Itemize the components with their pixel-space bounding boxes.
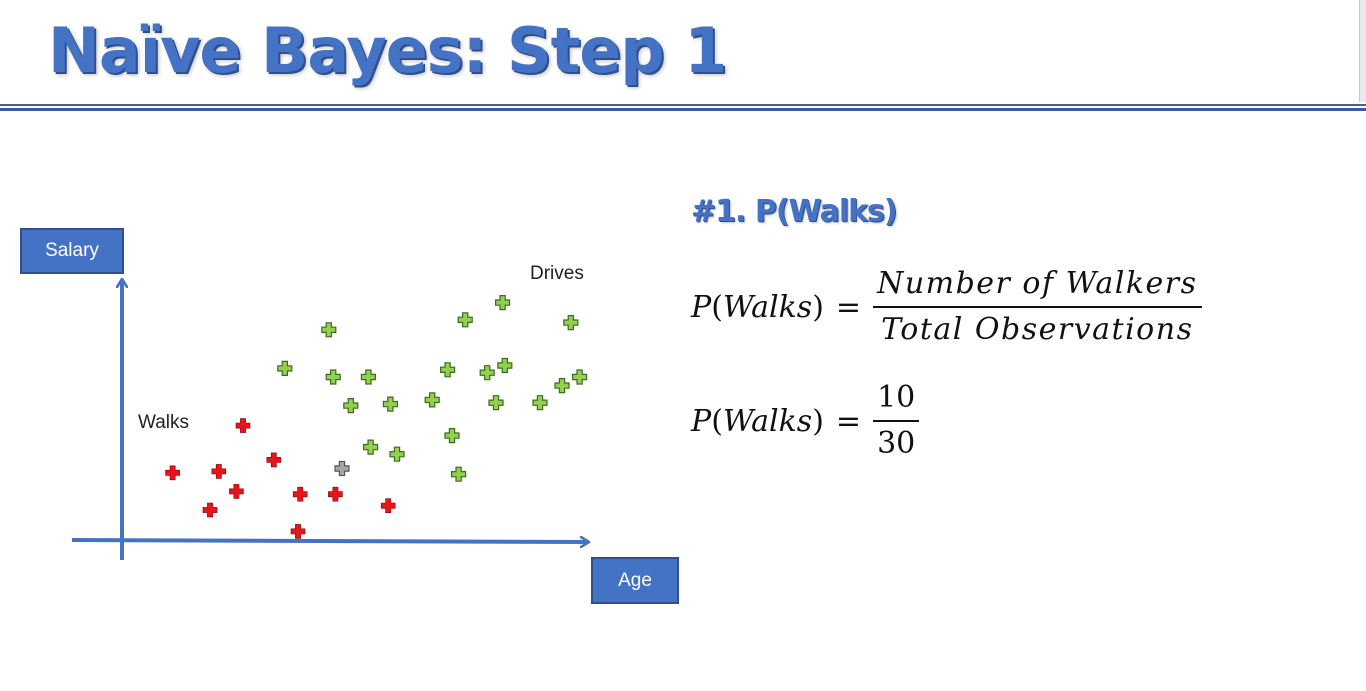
formula-lhs: P(Walks) <box>691 404 824 439</box>
walks-point <box>202 502 218 518</box>
numerator: Number of Walkers <box>877 266 1198 301</box>
drives-point <box>444 428 460 444</box>
drives-point <box>363 439 379 455</box>
formula-lhs: P(Walks) <box>691 290 824 325</box>
equals-sign: = <box>835 289 862 325</box>
drives-point <box>360 369 376 385</box>
lhs-arg: Walks <box>722 289 813 325</box>
drives-point <box>343 398 359 414</box>
walks-point <box>380 498 396 514</box>
lhs-open: ( <box>711 289 723 325</box>
walks-point <box>328 486 343 502</box>
drives-point <box>571 369 588 385</box>
slide-title: Naïve Bayes: Step 1 <box>48 14 727 87</box>
drives-point <box>497 357 513 374</box>
walks-point <box>211 464 227 479</box>
equals-sign: = <box>835 403 862 439</box>
fraction: Number of Walkers Total Observations <box>873 264 1202 350</box>
lhs-close: ) <box>812 403 824 439</box>
drives-point <box>457 312 473 328</box>
walks-cluster-label: Walks <box>138 412 190 433</box>
lhs-var: P <box>691 403 712 439</box>
drives-point <box>451 466 467 482</box>
new-point-point <box>334 460 350 477</box>
fraction: 10 30 <box>873 378 920 464</box>
drives-point <box>488 395 504 411</box>
drives-point <box>382 396 398 412</box>
drives-point <box>554 378 570 394</box>
scrollbar-edge[interactable] <box>1359 0 1366 102</box>
x-axis-label: Age <box>591 557 679 604</box>
drives-point <box>479 365 495 381</box>
walks-point <box>266 452 282 468</box>
title-divider <box>0 104 1366 111</box>
numerator: 10 <box>877 380 916 415</box>
drives-point <box>325 369 341 385</box>
lhs-arg: Walks <box>722 403 813 439</box>
formula-numeric: P(Walks) = 10 30 <box>691 378 920 464</box>
fraction-bar <box>873 420 920 422</box>
walks-point <box>229 484 244 499</box>
walks-point <box>235 418 251 433</box>
drives-point <box>532 395 548 411</box>
data-points <box>165 295 588 539</box>
drives-point <box>495 295 511 311</box>
drives-point <box>389 446 405 462</box>
walks-point <box>165 465 180 481</box>
scatter-plot <box>71 0 700 560</box>
formula-general: P(Walks) = Number of Walkers Total Obser… <box>691 264 1202 350</box>
drives-point <box>563 315 579 331</box>
walks-point <box>292 486 308 502</box>
denominator: Total Observations <box>881 312 1194 347</box>
drives-point <box>424 392 440 408</box>
step-heading: #1. P(Walks) <box>691 194 898 229</box>
walks-point <box>290 524 306 539</box>
drives-point <box>277 360 293 376</box>
drives-point <box>440 362 456 378</box>
y-axis-label: Salary <box>20 228 124 274</box>
lhs-open: ( <box>711 403 723 439</box>
drives-cluster-label: Drives <box>530 263 584 284</box>
lhs-close: ) <box>812 289 824 325</box>
drives-point <box>321 322 337 338</box>
denominator: 30 <box>877 426 916 461</box>
x-axis <box>71 540 586 542</box>
fraction-bar <box>873 306 1202 308</box>
lhs-var: P <box>691 289 712 325</box>
